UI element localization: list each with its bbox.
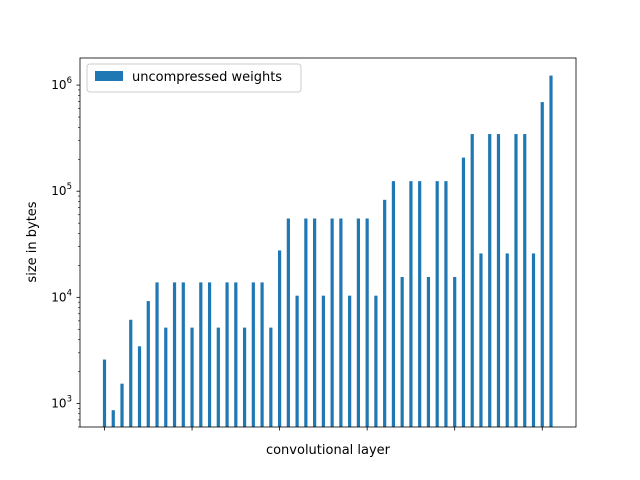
- bar: [339, 218, 343, 427]
- bar: [356, 218, 360, 427]
- legend-box: [86, 63, 302, 93]
- y-tick-label: 104: [51, 288, 72, 304]
- bar: [207, 282, 212, 427]
- bar: [146, 301, 150, 427]
- legend: uncompressed weights: [86, 63, 302, 93]
- bar: [514, 134, 518, 427]
- legend-swatch: [95, 71, 123, 81]
- bar: [242, 327, 247, 427]
- y-tick-label: 106: [51, 76, 72, 92]
- bar: [260, 282, 264, 427]
- bar: [505, 253, 509, 427]
- bar: [102, 359, 107, 427]
- bar: [426, 276, 431, 427]
- legend-label: uncompressed weights: [132, 70, 282, 85]
- bar: [348, 295, 352, 427]
- bar: [304, 218, 308, 427]
- bar: [286, 218, 290, 427]
- bar: [120, 383, 124, 427]
- bar: [269, 327, 273, 427]
- bar: [418, 181, 422, 427]
- bar: [190, 327, 194, 427]
- bar: [164, 327, 168, 427]
- bar: [470, 134, 474, 427]
- bar: [488, 134, 492, 427]
- y-axis-label: size in bytes: [25, 201, 40, 282]
- bar: [181, 282, 185, 427]
- bar: [216, 327, 220, 427]
- bar: [251, 282, 255, 427]
- plot-frame: [79, 57, 577, 428]
- bar: [523, 134, 527, 427]
- bar: [330, 218, 334, 427]
- bar: [383, 199, 387, 427]
- bar: [496, 134, 501, 427]
- bar: [234, 282, 238, 427]
- bars: [102, 75, 553, 428]
- bar: [111, 410, 115, 427]
- bar: [374, 295, 378, 427]
- x-axis-label: convolutional layer: [266, 443, 391, 458]
- y-tick-label: 103: [51, 394, 72, 410]
- bar: [479, 253, 483, 427]
- bar: [549, 75, 553, 427]
- y-tick-label: 105: [51, 182, 72, 198]
- bar: [365, 218, 369, 427]
- bar: [540, 102, 544, 428]
- bar: [225, 282, 229, 427]
- bar: [409, 181, 413, 427]
- bar: [321, 295, 325, 427]
- bar: [295, 295, 299, 427]
- bar: [129, 319, 133, 427]
- bar: [453, 276, 457, 427]
- bar: [400, 276, 404, 427]
- bar: [391, 181, 396, 427]
- bar: [444, 181, 448, 427]
- bar: [155, 282, 159, 427]
- bar: [278, 250, 282, 427]
- bar: [199, 282, 203, 427]
- bar: [172, 282, 177, 427]
- y-axis-ticks: 103 104 105 106: [51, 76, 80, 428]
- bar: [461, 157, 466, 427]
- bar: [531, 253, 536, 427]
- x-axis-ticks: [104, 427, 543, 431]
- bar: [313, 218, 317, 427]
- bar: [435, 181, 439, 427]
- bar: [137, 346, 142, 427]
